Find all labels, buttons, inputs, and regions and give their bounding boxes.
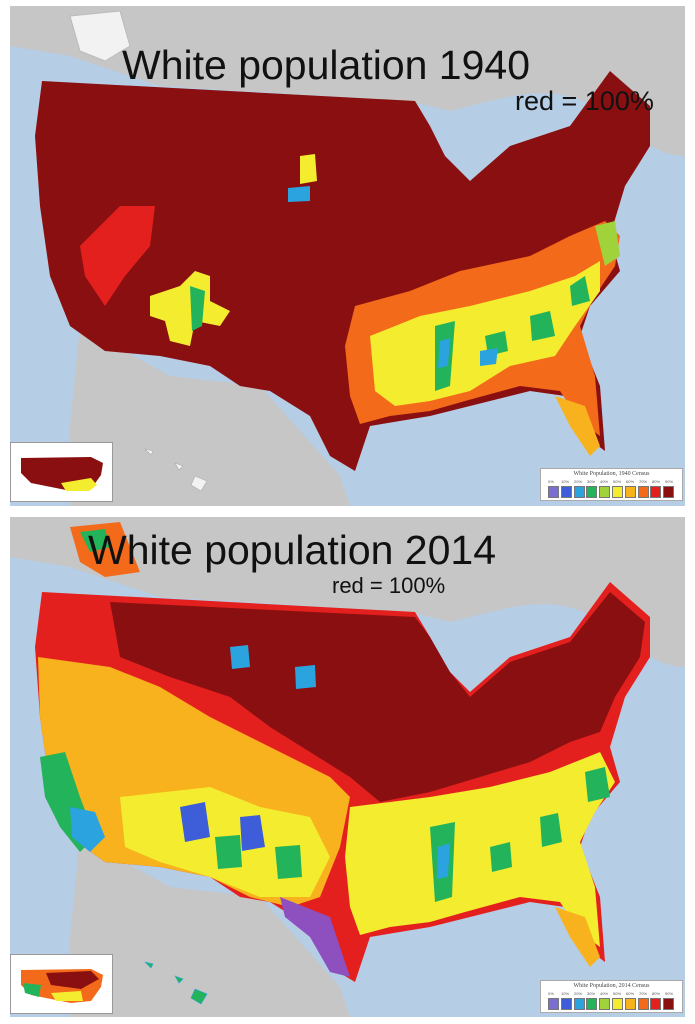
dakota-patches-2014 [230, 645, 316, 689]
legend-ticks-1940: 0% 10% 20% 30% 40% 50% 60% 70% 80% 90% [548, 479, 676, 485]
legend-tick: 70% [639, 479, 648, 484]
florida-1940 [555, 396, 600, 456]
legend-tick: 40% [600, 479, 609, 484]
legend-swatch [637, 998, 649, 1010]
southwest-green-patch-1940 [190, 286, 205, 331]
inset-us-mini-map-1940 [21, 457, 103, 491]
map-subtitle-1940: red = 100% [515, 86, 654, 116]
map-panel-1940: White population 1940 red = 100% White P… [10, 6, 685, 506]
map-title-1940: White population 1940 [122, 42, 531, 88]
legend-tick: 30% [587, 479, 596, 484]
legend-swatch [637, 486, 649, 498]
us-county-map-1940 [10, 6, 685, 506]
legend-swatch [548, 486, 559, 498]
inset-us-mini-map-2014 [21, 969, 103, 1003]
legend-tick: 30% [587, 991, 596, 996]
southern-green-2014 [430, 767, 610, 902]
legend-swatch [560, 998, 572, 1010]
legend-tick: 80% [652, 991, 661, 996]
legend-swatch [599, 486, 611, 498]
legend-swatches-1940 [548, 486, 676, 498]
nevada-red-patch-1940 [80, 206, 155, 306]
legend-tick: 70% [639, 991, 648, 996]
southern-blue-spots-1940 [438, 338, 498, 368]
legend-1940: White Population, 1940 Census 0% 10% 20%… [540, 468, 683, 501]
legend-2014: White Population, 2014 Census 0% 10% 20%… [540, 980, 683, 1013]
mexico-landmass [70, 837, 350, 1017]
southern-yellow-region-1940 [370, 261, 600, 406]
legend-tick: 50% [613, 479, 622, 484]
mexico-landmass [70, 326, 350, 506]
legend-tick: 0% [548, 479, 554, 484]
legend-title-2014: White Population, 2014 Census [573, 983, 650, 989]
legend-tick: 90% [665, 479, 674, 484]
legend-swatch [650, 998, 662, 1010]
map-panel-2014: White population 2014 red = 100% White P… [10, 517, 685, 1017]
alaska-shape [69, 10, 131, 62]
hawaii-islands-2014 [144, 961, 208, 1005]
legend-swatch [650, 486, 662, 498]
southern-yellow-band-2014 [345, 752, 615, 947]
southern-blue-2014 [437, 843, 450, 879]
florida-2014 [555, 907, 600, 967]
dakota-patch-1940 [300, 154, 317, 184]
alaska-green [80, 529, 110, 552]
legend-swatches-2014 [548, 998, 676, 1010]
texas-south-2014 [280, 897, 350, 977]
legend-swatch [599, 998, 611, 1010]
legend-tick: 10% [561, 479, 570, 484]
heartland-dark-red-2014 [110, 592, 645, 802]
legend-tick: 90% [665, 991, 674, 996]
legend-title-1940: White Population, 1940 Census [573, 471, 650, 477]
legend-swatch [612, 998, 623, 1010]
southwest-blue-patches-2014 [180, 802, 265, 851]
legend-swatch [624, 486, 636, 498]
legend-tick: 10% [561, 991, 570, 996]
legend-swatch [624, 998, 636, 1010]
virginia-green-1940 [595, 221, 620, 266]
legend-tick: 20% [574, 479, 583, 484]
legend-tick: 50% [613, 991, 622, 996]
legend-swatch [573, 486, 585, 498]
legend-tick: 20% [574, 991, 583, 996]
canada-landmass [10, 6, 685, 156]
california-blue-2014 [70, 807, 105, 852]
legend-tick: 0% [548, 991, 554, 996]
legend-swatch [573, 998, 585, 1010]
southern-green-spots-1940 [435, 276, 590, 391]
inset-map-1940 [10, 442, 113, 502]
dakota-blue-patch-1940 [288, 186, 310, 202]
legend-swatch [560, 486, 572, 498]
legend-swatch [586, 998, 598, 1010]
us-county-map-2014 [10, 517, 685, 1017]
legend-ticks-2014: 0% 10% 20% 30% 40% 50% 60% 70% 80% 90% [548, 991, 676, 997]
legend-swatch [663, 998, 675, 1010]
inset-map-2014 [10, 954, 113, 1014]
legend-tick: 60% [626, 479, 635, 484]
map-subtitle-2014: red = 100% [332, 573, 446, 598]
legend-tick: 80% [652, 479, 661, 484]
southwest-green-patches-2014 [215, 835, 302, 879]
map-title-2014: White population 2014 [88, 527, 497, 573]
legend-swatch [586, 486, 598, 498]
hawaii-islands-1940 [144, 448, 208, 492]
southwest-yellow-patch-1940 [150, 271, 230, 346]
legend-swatch [663, 486, 675, 498]
legend-tick: 60% [626, 991, 635, 996]
legend-swatch [548, 998, 559, 1010]
legend-swatch [612, 486, 623, 498]
legend-tick: 40% [600, 991, 609, 996]
canada-landmass [10, 517, 685, 667]
